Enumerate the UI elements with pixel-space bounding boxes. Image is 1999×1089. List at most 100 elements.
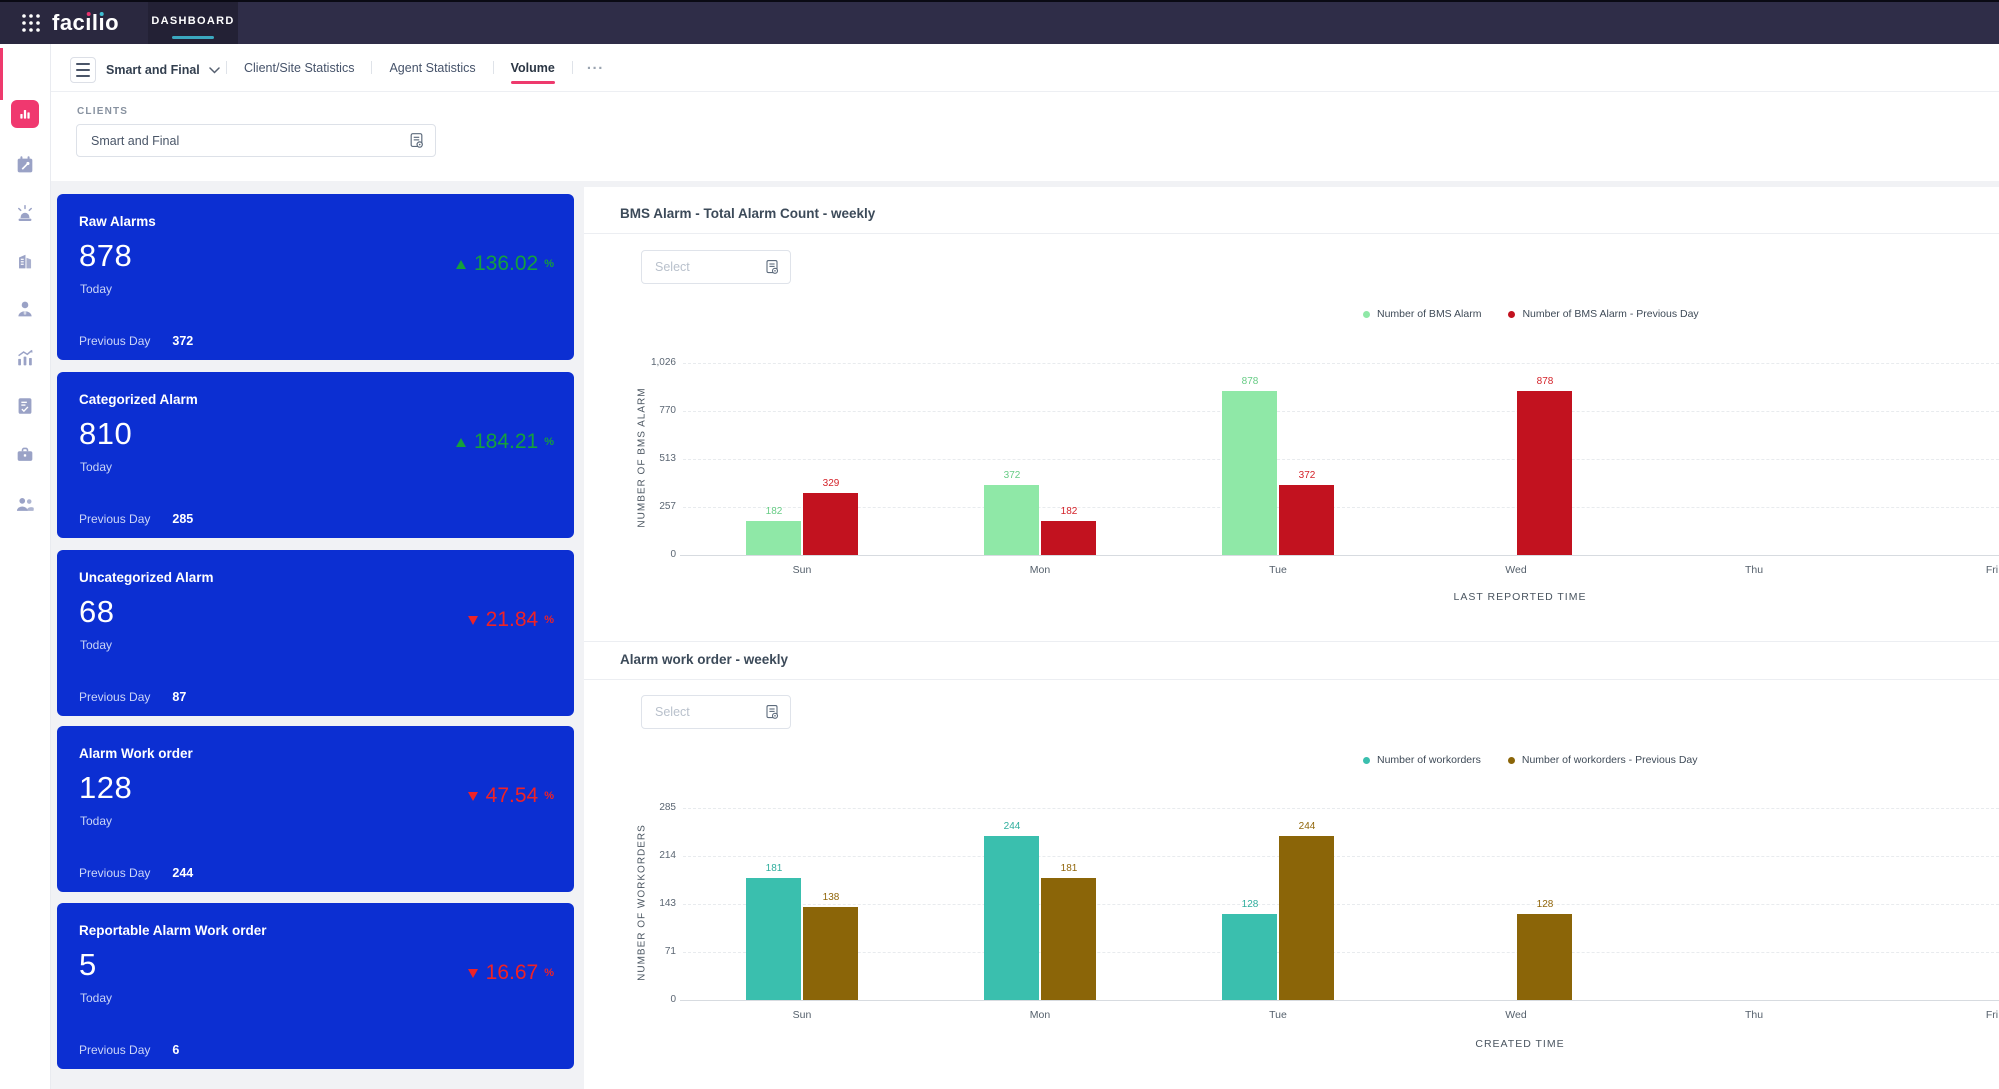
dashboard-list-button[interactable] xyxy=(70,57,96,83)
delta-arrow-icon xyxy=(455,437,466,447)
bar-sun-series1 xyxy=(803,907,858,1000)
sidebar-item-agents[interactable] xyxy=(11,295,39,323)
card-previous: Previous Day 372 xyxy=(79,334,194,348)
bar-value-label: 878 xyxy=(1536,376,1554,387)
logo-part: l xyxy=(91,10,99,35)
bar-sun-series0 xyxy=(746,521,801,555)
header-background xyxy=(51,44,1999,181)
trend-chart-icon xyxy=(14,347,36,369)
stat-card-reportable-alarm-work-order: Reportable Alarm Work order 5 Today 16.6… xyxy=(57,903,574,1069)
tab-separator xyxy=(571,61,573,74)
logo-i-pink: ı xyxy=(85,10,92,35)
chart2-y-axis-title: NUMBER OF WORKORDERS xyxy=(636,824,648,981)
clients-label: CLIENTS xyxy=(77,106,129,117)
chart2-title: Alarm work order - weekly xyxy=(620,652,789,667)
sidebar-item-tasks[interactable] xyxy=(11,392,39,420)
dashboard-selector-label: Smart and Final xyxy=(106,63,200,77)
bar-wed-series1 xyxy=(1517,391,1572,555)
bar-value-label: 244 xyxy=(1003,821,1021,832)
delta-arrow-icon xyxy=(455,259,466,269)
card-period: Today xyxy=(80,991,113,1005)
sidebar-item-portfolio[interactable] xyxy=(11,247,39,275)
app-grid-icon[interactable] xyxy=(21,13,41,33)
dashboard-tab-strip: Client/Site Statistics Agent Statistics … xyxy=(226,44,604,91)
card-title: Alarm Work order xyxy=(79,746,193,761)
topnav-dashboard-label: DASHBOARD xyxy=(151,15,235,27)
sidebar-item-dashboard[interactable] xyxy=(11,100,39,128)
card-previous: Previous Day 87 xyxy=(79,690,187,704)
card-value: 68 xyxy=(79,594,115,629)
clients-select[interactable]: Smart and Final xyxy=(76,124,436,157)
tab-label: Client/Site Statistics xyxy=(244,60,355,75)
delta-arrow-icon xyxy=(467,791,478,801)
charts-panel: BMS Alarm - Total Alarm Count - weekly S… xyxy=(584,187,1999,1089)
card-period: Today xyxy=(80,460,113,474)
x-axis-tick-label: Fri xyxy=(1985,1009,1999,1021)
tab-agent-statistics[interactable]: Agent Statistics xyxy=(386,44,478,91)
chart1-y-axis-title: NUMBER OF BMS ALARM xyxy=(636,387,648,528)
x-axis-tick-label: Fri xyxy=(1985,564,1999,576)
tab-separator xyxy=(371,61,373,74)
card-previous: Previous Day 285 xyxy=(79,512,194,526)
bar-chart-icon xyxy=(17,106,33,122)
chart1-plot: 0 257 513 770 1,026 Sun 182 329 Mon 372 182 Tue 878 3… xyxy=(584,187,1999,1089)
delta-arrow-icon xyxy=(467,968,478,978)
chart1-filter-select[interactable]: Select xyxy=(641,250,791,284)
tab-client-site-statistics[interactable]: Client/Site Statistics xyxy=(241,44,357,91)
stat-card-raw-alarms: Raw Alarms 878 Today 136.02% Previous Da… xyxy=(57,194,574,360)
sidebar-item-alarms[interactable] xyxy=(11,200,39,228)
bar-tue-series1 xyxy=(1279,485,1334,555)
brand-area: facılıo xyxy=(0,2,148,44)
bar-tue-series0 xyxy=(1222,914,1277,1000)
bar-value-label: 181 xyxy=(765,863,783,874)
sidebar-item-teams[interactable] xyxy=(11,490,39,518)
bar-value-label: 244 xyxy=(1298,821,1316,832)
sidebar-item-maintenance[interactable] xyxy=(11,151,39,179)
chart2-x-axis-title: CREATED TIME xyxy=(1475,1038,1565,1050)
gridline xyxy=(683,855,1999,857)
legend-dot xyxy=(1363,756,1370,764)
x-axis-tick-label: Sun xyxy=(792,1009,812,1021)
sidebar-item-inventory[interactable] xyxy=(11,440,39,468)
gridline xyxy=(683,363,1999,364)
sidebar-item-analytics[interactable] xyxy=(11,344,39,372)
card-title: Raw Alarms xyxy=(79,214,156,229)
card-value: 810 xyxy=(79,416,133,451)
gridline xyxy=(683,506,1999,508)
legend-item[interactable]: Number of workorders xyxy=(1363,754,1481,766)
more-tabs-button[interactable]: ... xyxy=(586,55,604,73)
x-axis-tick-label: Mon xyxy=(1029,1009,1051,1021)
x-axis-tick-label: Tue xyxy=(1269,1009,1287,1021)
bar-sun-series0 xyxy=(746,878,801,1000)
tab-volume[interactable]: Volume xyxy=(508,44,558,91)
chart1-title-divider xyxy=(584,233,1999,234)
building-icon xyxy=(14,250,36,272)
x-axis-tick-label: Sun xyxy=(792,564,812,576)
topnav-dashboard-tab[interactable]: DASHBOARD xyxy=(148,2,238,44)
topbar: facılıo DASHBOARD xyxy=(0,0,1999,44)
legend-item[interactable]: Number of BMS Alarm xyxy=(1363,308,1481,320)
bar-mon-series1 xyxy=(1041,878,1096,1000)
card-title: Reportable Alarm Work order xyxy=(79,923,267,938)
card-previous: Previous Day 244 xyxy=(79,866,194,880)
chart2-filter-select[interactable]: Select xyxy=(641,695,791,729)
delta-arrow-icon xyxy=(467,615,478,625)
clipboard-check-icon xyxy=(14,395,36,417)
logo-part: fac xyxy=(52,10,86,35)
sidebar-active-indicator xyxy=(0,48,3,100)
card-delta: 47.54% xyxy=(467,782,554,810)
legend-dot xyxy=(1507,756,1515,764)
gridline xyxy=(683,903,1999,905)
bar-value-label: 128 xyxy=(1536,899,1554,910)
gridline xyxy=(683,952,1999,954)
alarm-siren-icon xyxy=(14,203,36,225)
legend-dot xyxy=(1508,310,1516,318)
active-tab-underline xyxy=(172,36,214,39)
legend-item[interactable]: Number of workorders - Previous Day xyxy=(1507,754,1698,766)
logo-part: o xyxy=(105,10,120,35)
dashboard-selector[interactable]: Smart and Final xyxy=(106,56,220,84)
legend-item[interactable]: Number of BMS Alarm - Previous Day xyxy=(1508,308,1699,320)
x-axis-tick-label: Wed xyxy=(1505,1009,1527,1021)
card-delta: 16.67% xyxy=(467,959,554,987)
